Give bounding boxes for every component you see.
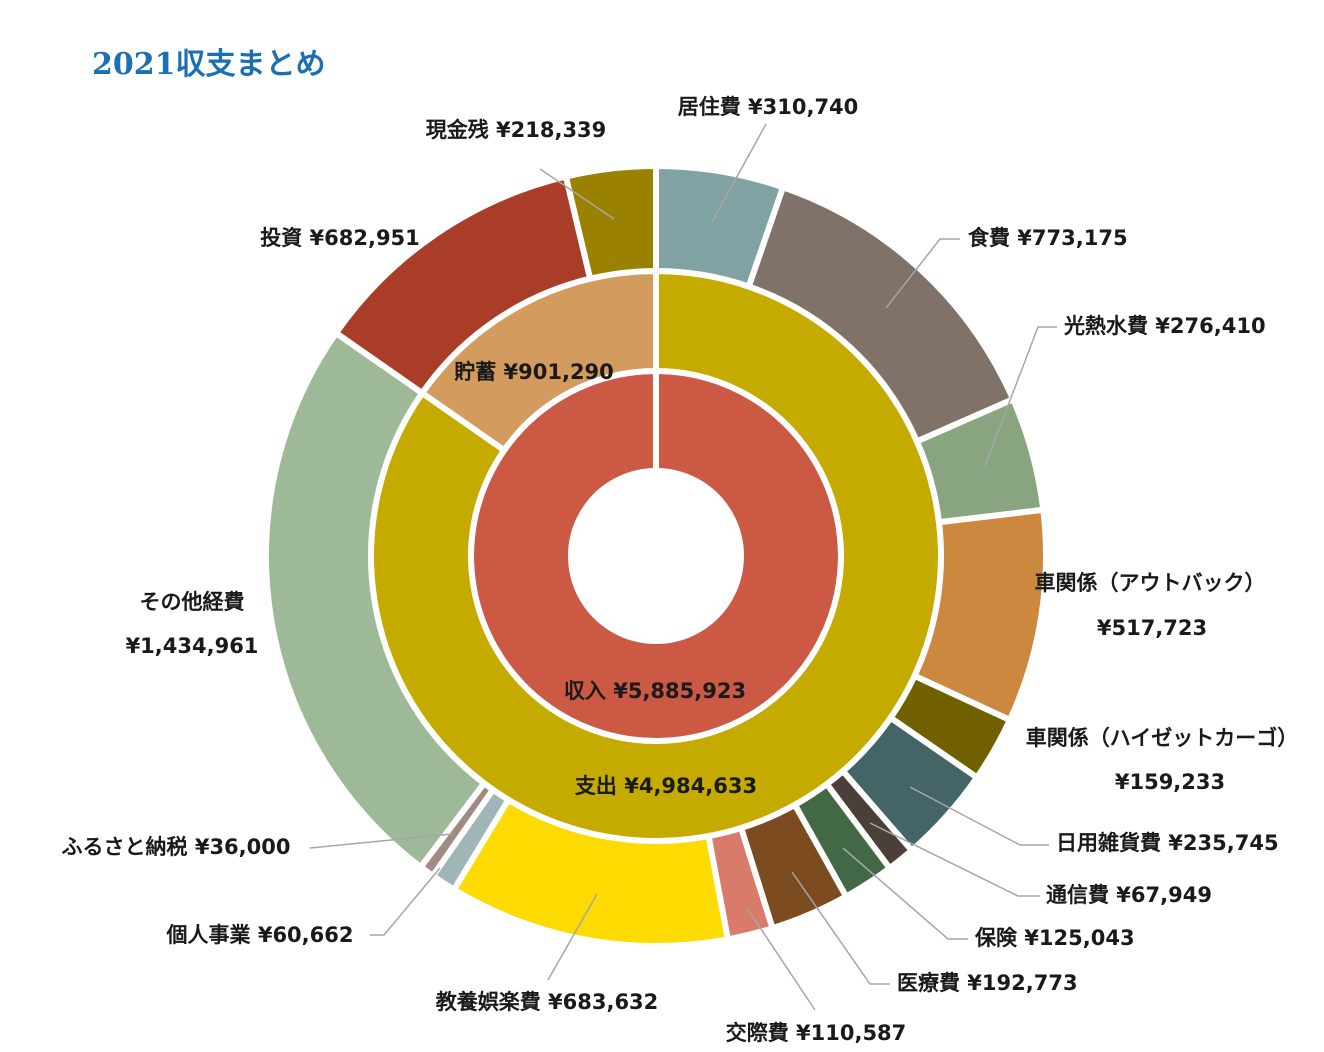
outer-label-8: 医療費 ¥192,773 <box>897 971 1078 995</box>
leader-line-5 <box>909 786 1049 846</box>
outer-label-15: 現金残 ¥218,339 <box>426 118 607 142</box>
outer-label-9: 交際費 ¥110,587 <box>726 1021 907 1045</box>
leader-line-11 <box>370 867 441 936</box>
leader-line-7 <box>842 847 968 940</box>
leader-line-12 <box>309 833 453 849</box>
outer-label-3-name: 車関係（アウトバック） <box>1035 571 1266 595</box>
outer-label-0: 居住費 ¥310,740 <box>678 95 859 119</box>
outer-label-1: 食費 ¥773,175 <box>968 226 1128 250</box>
outer-label-13-value: ¥1,434,961 <box>126 634 259 658</box>
leader-line-15 <box>539 168 615 220</box>
chart-title: 2021収支まとめ <box>92 47 326 82</box>
data-labels: 収入 ¥5,885,923 支出 ¥4,984,633 貯蓄 ¥901,290 居住費… <box>62 95 1299 1045</box>
outer-segment-15 <box>562 162 659 283</box>
middle-label-0: 支出 ¥4,984,633 <box>575 774 757 798</box>
leader-line-0 <box>711 123 767 223</box>
outer-segment-13 <box>263 328 489 872</box>
outer-label-4-name: 車関係（ハイゼットカーゴ） <box>1026 726 1299 750</box>
outer-label-3-value: ¥517,723 <box>1097 616 1207 640</box>
leader-lines <box>309 123 1057 1011</box>
leader-line-10 <box>547 893 598 981</box>
outer-label-13-name: その他経費 <box>140 590 245 614</box>
middle-label-1: 貯蓄 ¥901,290 <box>454 360 614 384</box>
outer-label-10: 教養娯楽費 ¥683,632 <box>436 990 659 1014</box>
leader-line-8 <box>791 871 890 985</box>
outer-label-2: 光熱水費 ¥276,410 <box>1063 314 1266 338</box>
leader-line-2 <box>984 326 1057 467</box>
leader-line-9 <box>746 907 816 1011</box>
rings <box>263 162 1050 949</box>
outer-label-4-value: ¥159,233 <box>1115 770 1225 794</box>
outer-label-14: 投資 ¥682,951 <box>260 226 420 250</box>
outer-label-5: 日用雑貨費 ¥235,745 <box>1056 831 1279 855</box>
outer-label-7: 保険 ¥125,043 <box>974 926 1135 950</box>
center-label-0: 収入 ¥5,885,923 <box>564 679 746 703</box>
outer-label-6: 通信費 ¥67,949 <box>1046 883 1212 907</box>
leader-line-1 <box>885 238 960 309</box>
outer-label-12: ふるさと納税 ¥36,000 <box>62 835 291 859</box>
leader-line-6 <box>869 822 1040 897</box>
outer-label-11: 個人事業 ¥60,662 <box>166 923 354 947</box>
